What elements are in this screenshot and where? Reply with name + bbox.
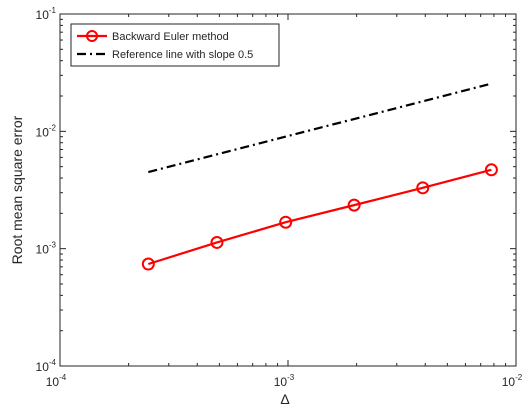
data-point	[484, 163, 498, 177]
y-tick-label: 10-2	[36, 123, 57, 139]
y-tick-label: 10-4	[36, 358, 57, 374]
data-point	[141, 257, 155, 271]
tick-labels: 10-4 10-3 10-2 10-4 10-3 10-2 10-1	[36, 6, 523, 389]
series-line-1	[147, 168, 492, 266]
legend-label: Backward Euler method	[112, 31, 229, 43]
data-point	[279, 215, 293, 229]
y-axis-label: Root mean square error	[9, 115, 25, 264]
x-tick-label: 10-2	[502, 373, 523, 389]
x-axis-label: Δ	[280, 391, 289, 407]
plot-frame	[59, 13, 517, 367]
x-tick-label: 10-3	[274, 373, 295, 389]
plot-area	[60, 14, 516, 366]
data-point	[416, 181, 430, 195]
y-tick-label: 10-1	[36, 6, 57, 22]
legend-label: Reference line with slope 0.5	[112, 49, 253, 61]
legend: Backward Euler method Reference line with…	[70, 23, 280, 67]
data-point	[210, 235, 224, 249]
series-layer	[141, 82, 498, 271]
series-line-2	[148, 82, 492, 174]
legend-marker	[86, 30, 98, 42]
legend-box	[70, 23, 280, 67]
y-tick-label: 10-3	[36, 241, 57, 257]
data-point	[347, 198, 361, 212]
x-tick-label: 10-4	[46, 373, 67, 389]
